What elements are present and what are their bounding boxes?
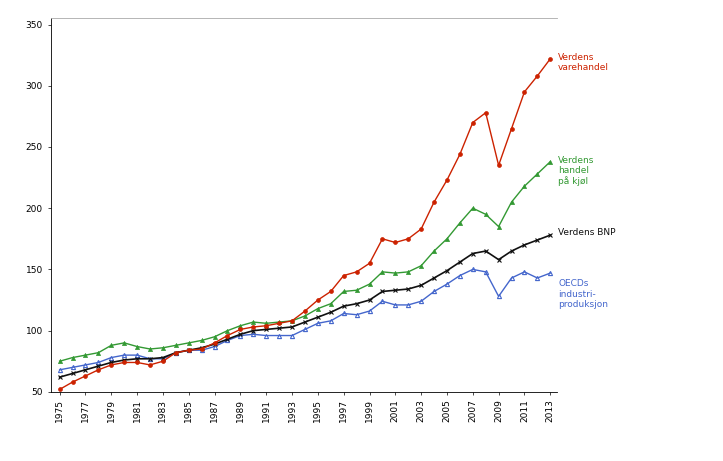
Text: Verdens
handel
på kjøl: Verdens handel på kjøl (558, 155, 594, 186)
Text: Verdens BNP: Verdens BNP (558, 228, 615, 237)
Text: OECDs
industri-
produksjon: OECDs industri- produksjon (558, 279, 608, 309)
Text: Verdens
varehandel: Verdens varehandel (558, 53, 609, 72)
